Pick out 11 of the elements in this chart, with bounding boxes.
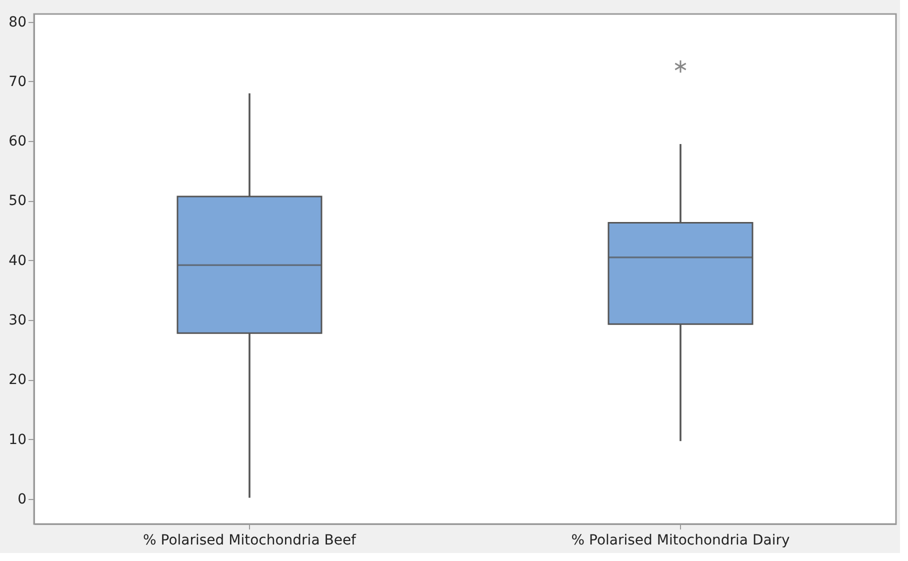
y-tick-label: 30 [8,312,26,328]
x-tick-label: % Polarised Mitochondria Beef [143,532,358,548]
x-tick-label: % Polarised Mitochondria Dairy [571,532,790,548]
y-tick-label: 70 [8,74,26,90]
y-tick-label: 40 [8,252,26,269]
y-tick-label: 60 [8,134,26,150]
y-tick-label: 80 [8,14,26,30]
y-tick-label: 20 [8,372,26,388]
y-tick-label: 10 [8,432,26,448]
y-tick-label: 50 [8,193,26,210]
y-tick-label: 0 [18,491,26,508]
